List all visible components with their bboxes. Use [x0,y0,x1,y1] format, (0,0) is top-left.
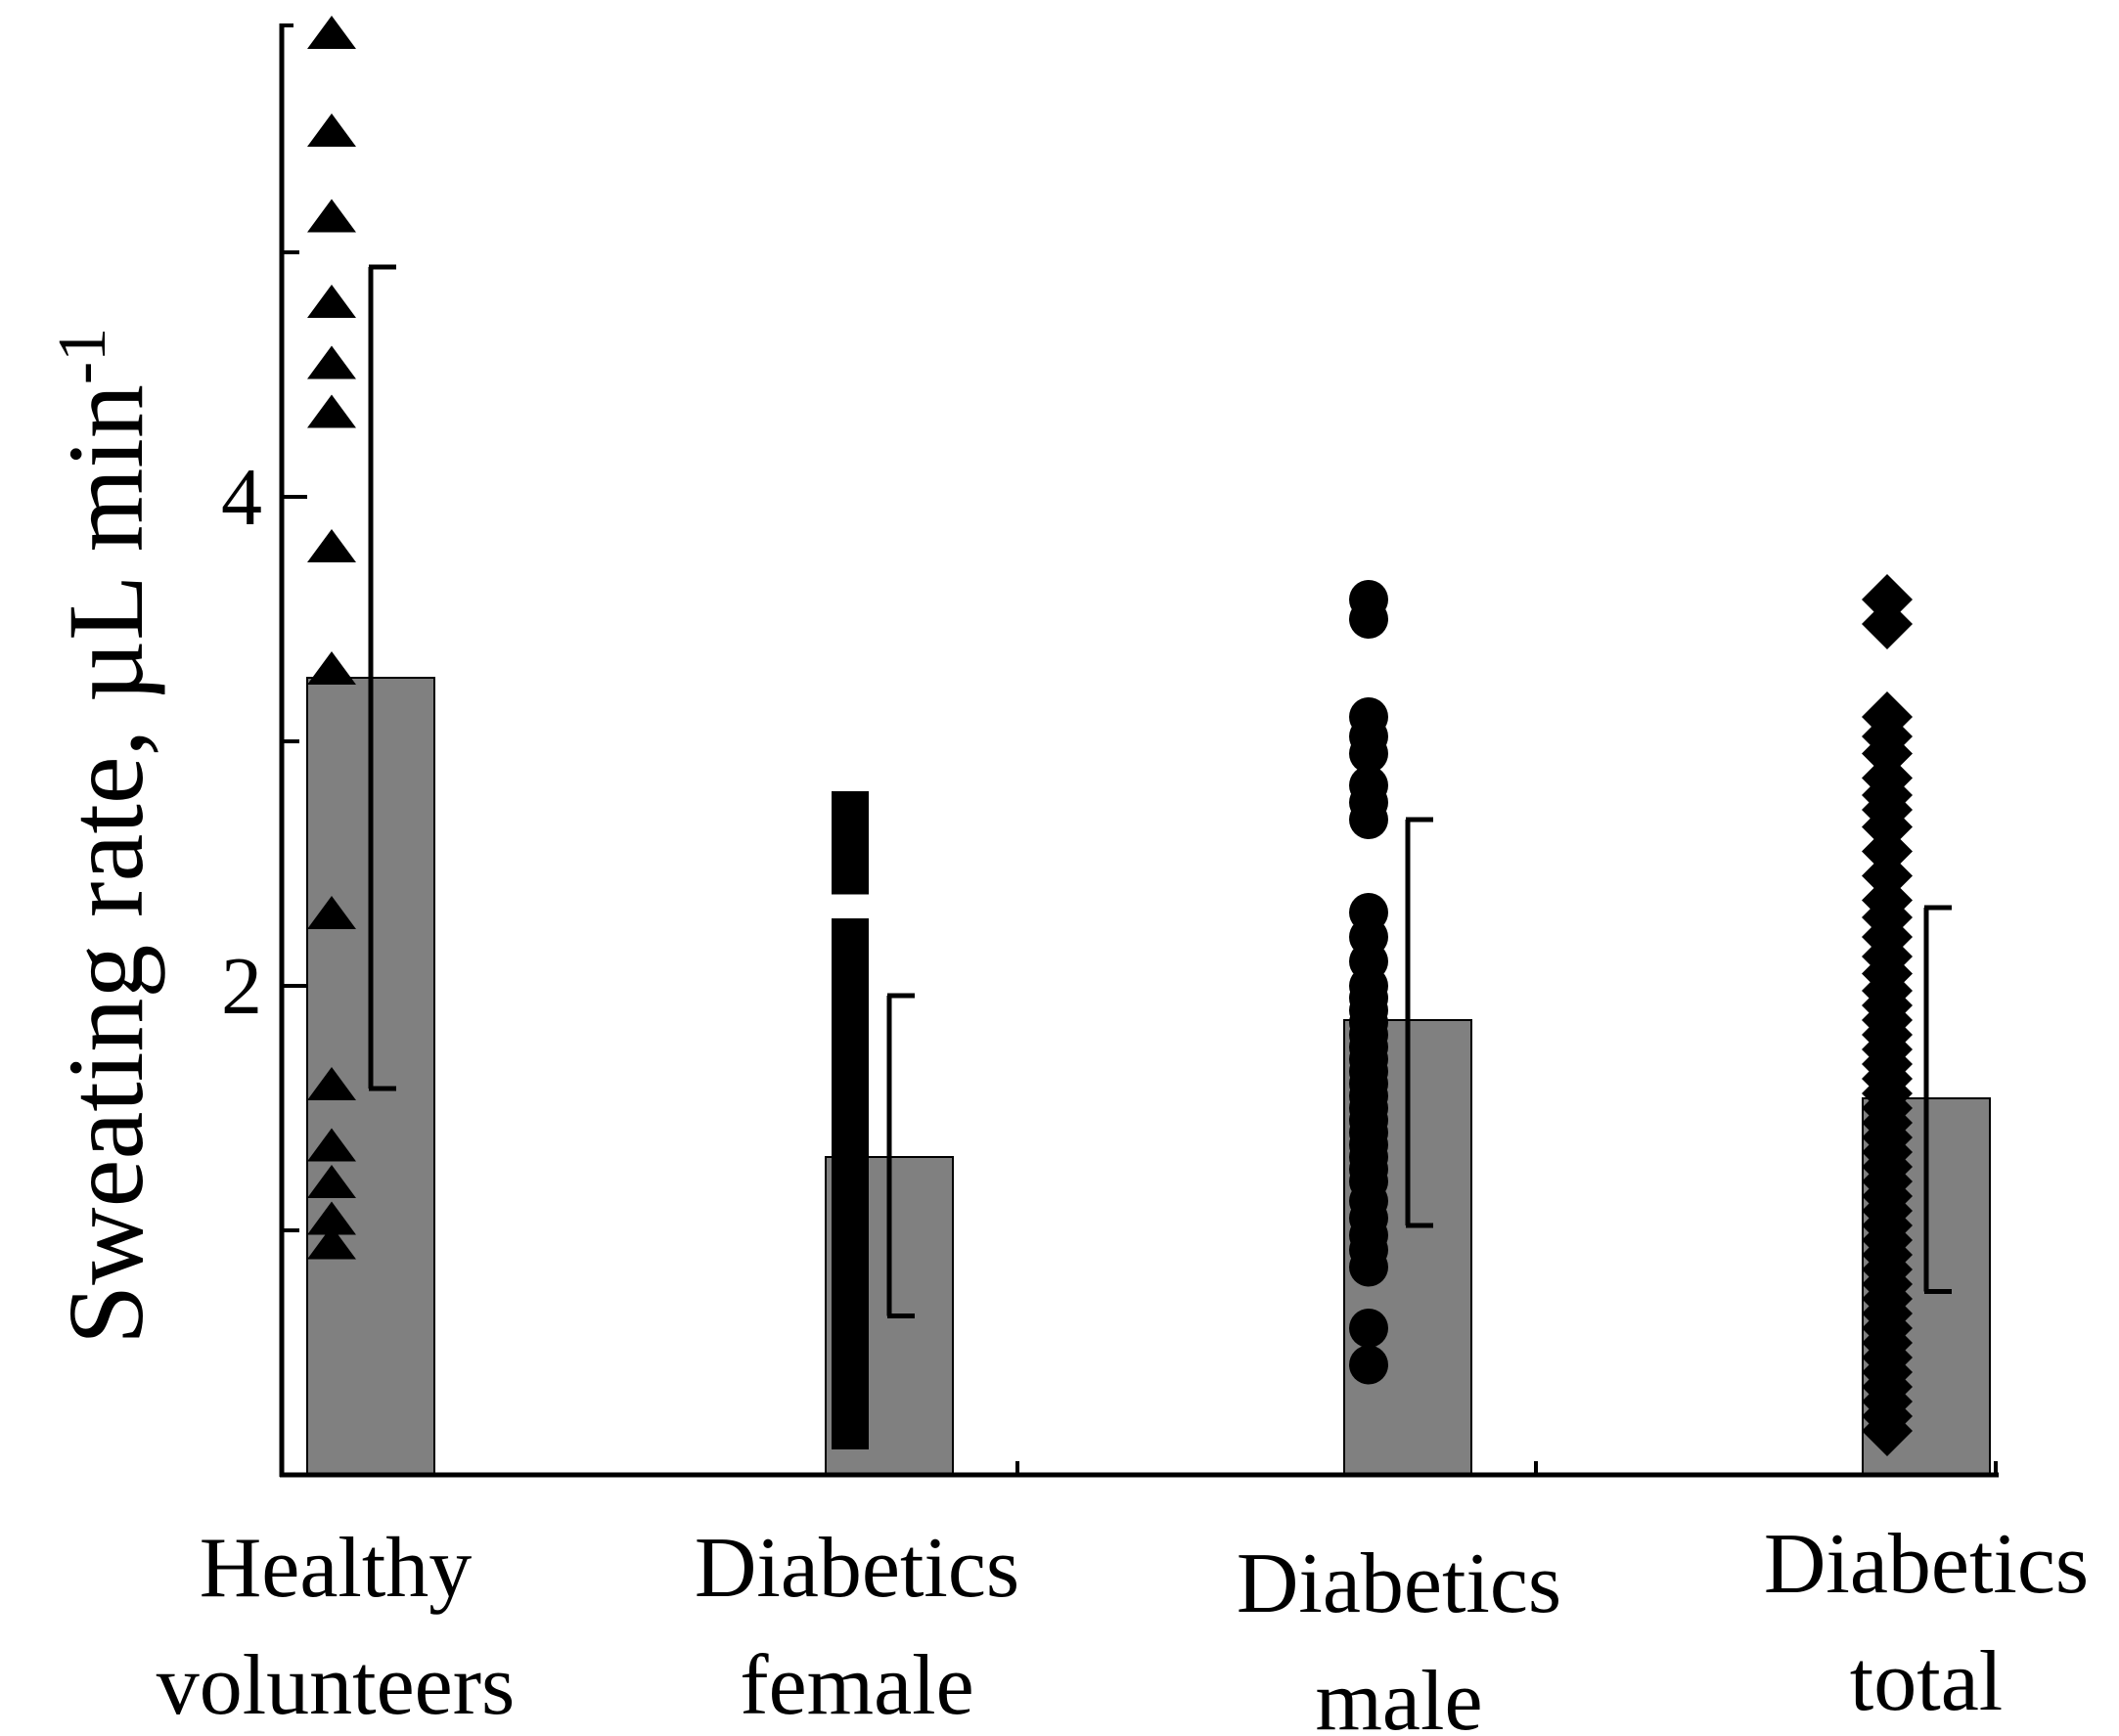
point-diabetics-female-1 [832,821,869,858]
ticks-layer: 24 [221,23,1998,1475]
point-diabetics-male-1 [1349,600,1388,639]
point-healthy-volunteers-10 [307,1128,356,1162]
error-bar-diabetics-female [886,993,915,1318]
y-axis-title: Sweating rate, µL min-1 [45,328,166,1345]
x-category-label-diabetics-female: Diabetics female [695,1521,1019,1733]
point-healthy-volunteers-1 [307,113,356,147]
y-tick-label-4: 4 [221,452,262,543]
point-diabetics-female-30 [832,1412,869,1449]
point-healthy-volunteers-12 [307,1201,356,1235]
point-diabetics-total-1 [1862,599,1913,649]
axes-layer [279,23,1999,1478]
point-healthy-volunteers-5 [307,394,356,428]
point-healthy-volunteers-0 [307,16,356,49]
point-healthy-volunteers-7 [307,651,356,685]
point-diabetics-male-7 [1349,800,1388,839]
error-bars-layer [368,264,1952,1318]
error-bar-diabetics-male [1405,817,1433,1228]
y-axis-title-main: Sweating rate, µL min [46,384,165,1345]
point-healthy-volunteers-2 [307,199,356,233]
point-diabetics-male-34 [1349,1345,1388,1385]
bars-layer [306,677,1991,1476]
point-healthy-volunteers-4 [307,345,356,379]
point-diabetics-male-33 [1349,1309,1388,1348]
point-healthy-volunteers-8 [307,896,356,929]
error-bar-diabetics-total [1923,905,1952,1294]
y-tick-label-2: 2 [221,941,262,1032]
labels-layer: Healthy volunteers Diabetics female Diabetic… [157,1517,2089,1736]
point-healthy-volunteers-6 [307,529,356,562]
point-healthy-volunteers-13 [307,1225,356,1260]
point-healthy-volunteers-3 [307,285,356,318]
point-healthy-volunteers-11 [307,1165,356,1198]
error-bar-healthy-volunteers [368,264,396,1091]
points-layer [307,16,1913,1456]
x-category-label-healthy-volunteers: Healthy volunteers [157,1521,516,1733]
point-diabetics-male-4 [1349,734,1388,774]
point-healthy-volunteers-9 [307,1067,356,1100]
point-diabetics-male-32 [1349,1247,1388,1287]
x-category-label-diabetics-total: Diabetics total [1764,1517,2089,1729]
point-diabetics-total-46 [1862,1405,1913,1456]
point-diabetics-female-2 [832,857,869,895]
x-category-label-diabetics-male: Diabetics male [1237,1536,1561,1736]
y-axis-title-superscript: -1 [45,328,120,384]
